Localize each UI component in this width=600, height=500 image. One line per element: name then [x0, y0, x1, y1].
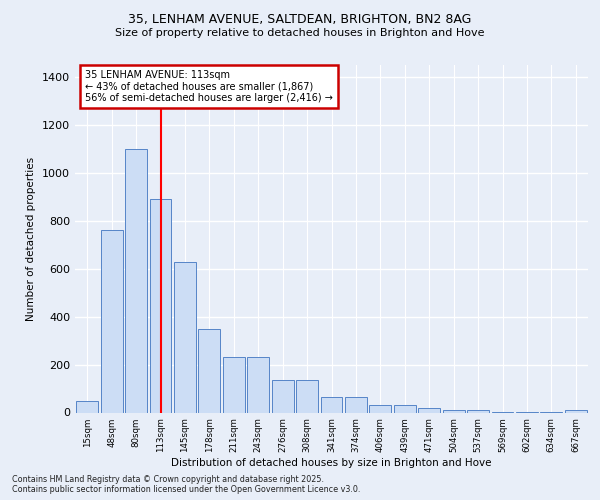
Bar	[467, 410, 489, 412]
Bar	[149, 199, 172, 412]
Y-axis label: Number of detached properties: Number of detached properties	[26, 156, 37, 321]
Bar	[125, 149, 147, 412]
Text: 35, LENHAM AVENUE, SALTDEAN, BRIGHTON, BN2 8AG: 35, LENHAM AVENUE, SALTDEAN, BRIGHTON, B…	[128, 12, 472, 26]
Bar	[443, 410, 464, 412]
X-axis label: Distribution of detached houses by size in Brighton and Hove: Distribution of detached houses by size …	[171, 458, 492, 468]
Bar	[370, 406, 391, 412]
Bar	[76, 401, 98, 412]
Bar	[247, 357, 269, 412]
Bar	[394, 406, 416, 412]
Text: Contains HM Land Registry data © Crown copyright and database right 2025.
Contai: Contains HM Land Registry data © Crown c…	[12, 474, 361, 494]
Text: Size of property relative to detached houses in Brighton and Hove: Size of property relative to detached ho…	[115, 28, 485, 38]
Bar	[223, 357, 245, 412]
Bar	[174, 262, 196, 412]
Bar	[418, 408, 440, 412]
Bar	[296, 380, 318, 412]
Text: 35 LENHAM AVENUE: 113sqm
← 43% of detached houses are smaller (1,867)
56% of sem: 35 LENHAM AVENUE: 113sqm ← 43% of detach…	[85, 70, 333, 103]
Bar	[345, 398, 367, 412]
Bar	[565, 410, 587, 412]
Bar	[101, 230, 122, 412]
Bar	[199, 329, 220, 412]
Bar	[272, 380, 293, 412]
Bar	[320, 398, 343, 412]
